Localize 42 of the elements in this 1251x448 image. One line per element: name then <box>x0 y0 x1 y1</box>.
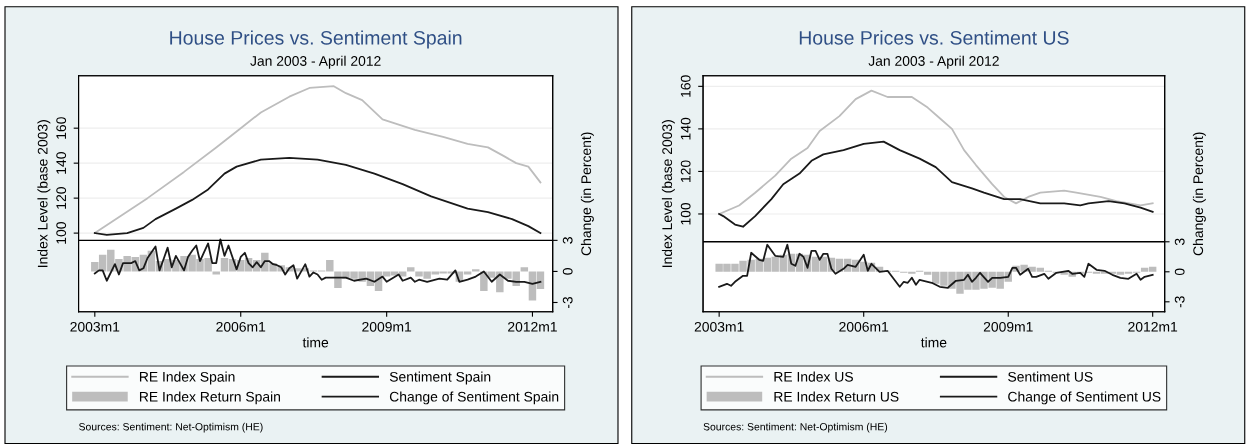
legend-label: Sentiment Spain <box>389 371 491 385</box>
x-tick-label: 2003m1 <box>694 321 744 332</box>
legend-label: Change of Sentiment Spain <box>389 391 559 405</box>
y2-tick-label: -3 <box>562 296 573 309</box>
x-tick-label: 2009m1 <box>983 321 1033 332</box>
legend-label: RE Index Return US <box>774 391 899 402</box>
x-tick-label: 2012m1 <box>508 321 557 332</box>
legend-label: RE Index Spain <box>139 371 235 385</box>
y-tick-label: 100 <box>680 202 691 225</box>
y2-axis-title: Change (in Percent) <box>580 132 594 256</box>
y-tick-label: 140 <box>56 152 67 174</box>
y-axis-title: Index Level (base 2003) <box>37 120 51 267</box>
y-tick-label: 160 <box>56 117 67 139</box>
y-tick-label: 140 <box>680 117 691 140</box>
y2-tick-label: 0 <box>1174 268 1185 276</box>
x-tick-label: 2003m1 <box>70 321 120 332</box>
y2-tick-label: 0 <box>562 268 573 275</box>
x-tick-label: 2012m1 <box>1128 321 1178 332</box>
source-note: Sources: Sentiment: Net-Optimism (HE) <box>703 422 888 433</box>
x-axis-title: time <box>920 337 947 348</box>
source-note: Sources: Sentiment: Net-Optimism (HE) <box>79 422 263 433</box>
x-tick-label: 2009m1 <box>362 321 412 332</box>
x-tick-label: 2006m1 <box>839 321 889 332</box>
y2-axis-title: Change (in Percent) <box>1192 132 1206 256</box>
y2-tick-label: -3 <box>1174 296 1185 308</box>
legend-label: Sentiment US <box>1008 371 1093 382</box>
y-tick-label: 120 <box>56 187 67 209</box>
chart-title: House Prices vs. Sentiment Spain <box>170 30 462 49</box>
y-tick-label: 120 <box>680 160 691 182</box>
y-tick-label: 100 <box>56 222 67 244</box>
x-axis-title: time <box>302 337 329 348</box>
y-tick-label: 160 <box>680 75 691 97</box>
legend-label: RE Index Return Spain <box>139 391 280 405</box>
y-axis-title: Index Level (base 2003) <box>661 120 675 267</box>
y2-tick-label: 3 <box>562 237 573 244</box>
chart-subtitle: Jan 2003 - April 2012 <box>250 55 381 69</box>
chart-subtitle: Jan 2003 - April 2012 <box>868 55 999 69</box>
x-tick-label: 2006m1 <box>216 321 266 332</box>
legend-label: RE Index US <box>774 371 853 382</box>
legend-label: Change of Sentiment US <box>1008 391 1161 405</box>
y2-tick-label: 3 <box>1174 238 1185 246</box>
chart-title: House Prices vs. Sentiment US <box>799 30 1069 45</box>
